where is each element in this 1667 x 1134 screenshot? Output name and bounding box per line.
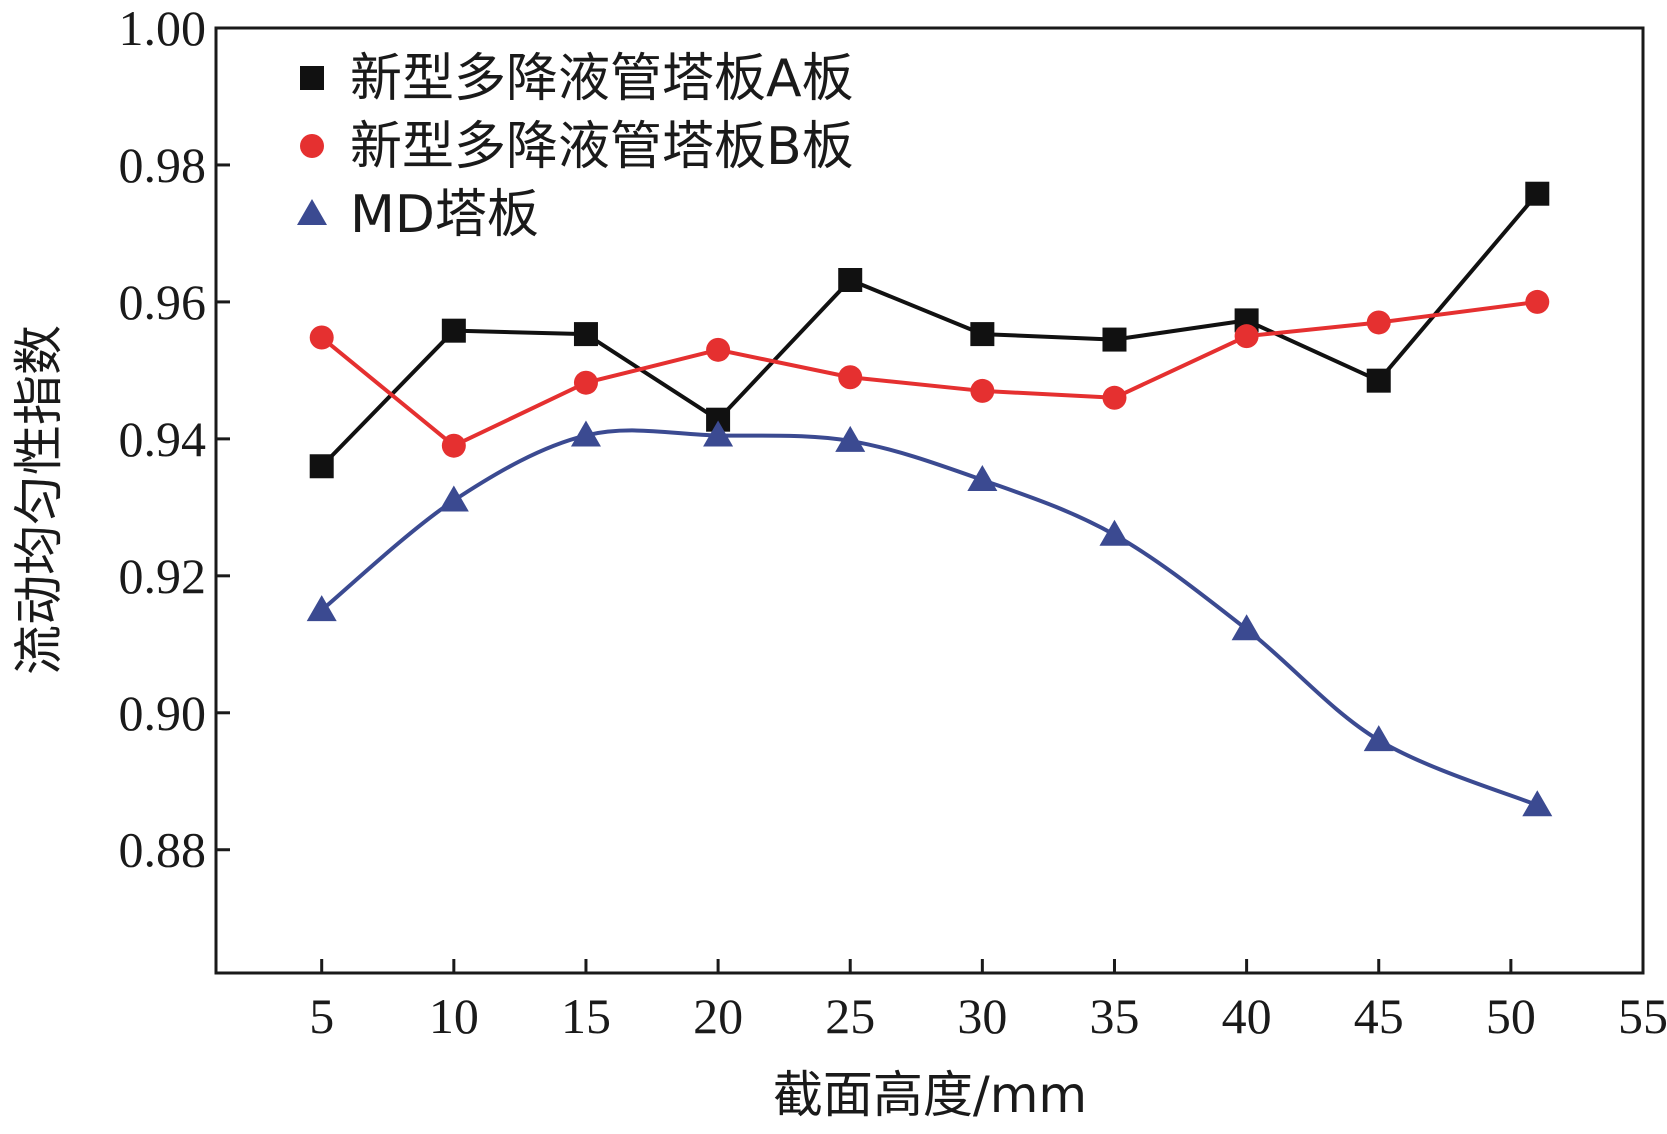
data-point	[970, 378, 995, 403]
data-point	[438, 485, 469, 512]
series-line	[320, 428, 1539, 808]
data-point	[441, 318, 466, 343]
y-tick-label: 0.90	[119, 685, 207, 741]
data-point	[570, 420, 601, 447]
data-point	[573, 322, 598, 347]
series-line	[320, 192, 1539, 468]
y-tick-label: 0.98	[119, 137, 207, 193]
data-point	[573, 370, 598, 395]
x-tick-label: 35	[1089, 988, 1139, 1044]
data-point	[838, 268, 863, 292]
series-3	[306, 420, 1553, 817]
x-tick-label: 5	[309, 988, 334, 1044]
data-point	[970, 322, 995, 347]
x-tick-label: 50	[1486, 988, 1536, 1044]
y-axis: 0.88 0.90 0.92 0.94 0.96 0.98 1.00	[119, 0, 230, 878]
series-layer	[306, 181, 1553, 817]
data-point	[1363, 725, 1394, 752]
data-point	[838, 365, 863, 390]
x-tick-label: 20	[693, 988, 743, 1044]
data-point	[441, 433, 466, 458]
x-axis-label: 截面高度/mm	[773, 1066, 1087, 1124]
data-point	[703, 420, 734, 447]
data-point	[1366, 310, 1391, 335]
legend-label: MD塔板	[350, 185, 539, 245]
y-tick-label: 0.88	[119, 822, 207, 878]
legend-label: 新型多降液管塔板A板	[350, 49, 854, 109]
data-point	[1234, 324, 1259, 349]
legend-marker	[300, 134, 324, 158]
data-point	[1102, 385, 1127, 410]
data-point	[967, 464, 998, 491]
data-point	[306, 595, 337, 622]
data-point	[1231, 614, 1262, 641]
y-tick-label: 0.94	[119, 411, 207, 467]
legend-marker	[300, 66, 324, 90]
data-point	[1525, 181, 1550, 206]
data-point	[1099, 519, 1130, 546]
x-tick-label: 30	[957, 988, 1007, 1044]
data-point	[835, 425, 866, 452]
series-1	[309, 181, 1550, 479]
x-tick-label: 15	[561, 988, 611, 1044]
legend-label: 新型多降液管塔板B板	[350, 117, 854, 177]
plot-frame	[214, 26, 1645, 975]
data-point	[1522, 790, 1553, 817]
x-tick-label: 45	[1354, 988, 1404, 1044]
y-axis-label: 流动均匀性指数	[10, 325, 68, 675]
x-tick-label: 10	[429, 988, 479, 1044]
data-point	[309, 454, 334, 479]
y-tick-label: 0.96	[119, 274, 207, 330]
y-tick-label: 0.92	[119, 548, 207, 604]
x-tick-label: 55	[1618, 988, 1667, 1044]
legend-marker	[297, 199, 327, 225]
x-axis: 5 10 15 20 25 30 35 40 45 50 55	[309, 959, 1667, 1044]
data-point	[1102, 327, 1127, 352]
data-point	[706, 337, 731, 362]
data-point	[1525, 289, 1550, 314]
x-tick-label: 40	[1222, 988, 1272, 1044]
series-line	[320, 299, 1538, 448]
data-point	[309, 325, 334, 350]
series-2	[309, 289, 1550, 458]
data-point	[1366, 368, 1391, 393]
y-tick-label: 1.00	[119, 0, 207, 56]
x-tick-label: 25	[825, 988, 875, 1044]
